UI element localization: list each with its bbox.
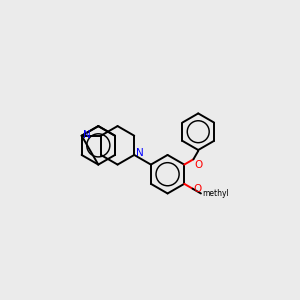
Text: O: O <box>194 160 202 170</box>
Text: methyl: methyl <box>202 189 229 198</box>
Text: N: N <box>83 130 91 140</box>
Text: O: O <box>193 184 202 194</box>
Text: N: N <box>136 148 143 158</box>
